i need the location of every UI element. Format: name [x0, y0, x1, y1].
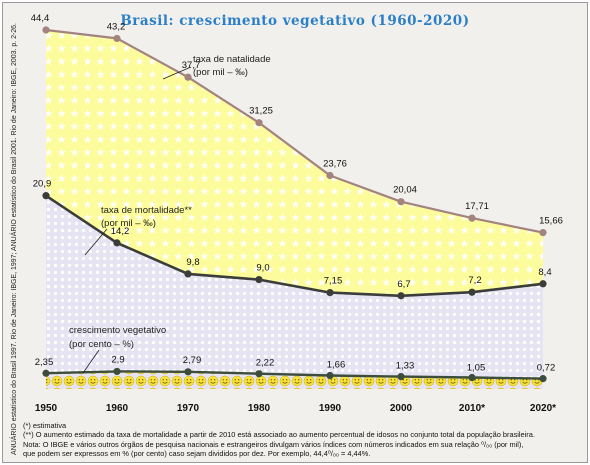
- data-label-series-2-6: 1,05: [467, 363, 486, 374]
- leader-crescimento: [82, 349, 100, 374]
- point-series-1-4: [326, 288, 334, 297]
- x-tick-6: 2010*: [459, 403, 485, 414]
- point-series-1-5: [397, 292, 405, 300]
- point-series-0-0: [42, 26, 50, 34]
- footnote-nota-1: Nota: O IBGE e vários outros órgãos de p…: [23, 439, 524, 449]
- data-label-series-1-6: 7,2: [468, 275, 481, 286]
- line-series-2: [45, 370, 544, 380]
- leader-mortalidade: [84, 228, 108, 256]
- x-tick-5: 2000: [390, 403, 413, 414]
- point-series-2-7: [539, 375, 547, 383]
- series-unit-natalidade: (por mil – ‰): [193, 67, 248, 78]
- footnote-mortalidade: (**) O aumento estimado da taxa de morta…: [23, 430, 535, 440]
- data-label-series-0-0: 44,4: [31, 13, 50, 24]
- x-tick-4: 1990: [319, 403, 342, 414]
- point-series-0-4: [326, 171, 334, 180]
- series-labels: taxa de natalidade (por mil – ‰) taxa de…: [69, 54, 271, 350]
- point-series-2-2: [184, 368, 192, 376]
- data-label-series-2-7: 0,72: [537, 363, 556, 374]
- data-label-series-1-5: 6,7: [397, 279, 410, 290]
- point-series-1-3: [255, 275, 263, 284]
- data-label-series-2-5: 1,33: [396, 361, 415, 372]
- point-series-1-1: [113, 239, 121, 247]
- series-label-crescimento: crescimento vegetativo: [69, 325, 166, 336]
- series-unit-mortalidade: (por mil – ‰): [101, 218, 156, 229]
- chart: Brasil: crescimento vegetativo (1960-202…: [31, 13, 563, 414]
- point-series-0-1: [113, 34, 121, 43]
- point-series-2-3: [255, 370, 263, 378]
- point-series-0-3: [255, 119, 263, 127]
- x-tick-0: 1950: [35, 403, 58, 414]
- point-series-0-2: [184, 73, 192, 81]
- chart-series-lines: [45, 28, 544, 380]
- point-series-1-2: [184, 270, 192, 278]
- series-unit-crescimento: (por cento – %): [69, 339, 134, 350]
- series-label-natalidade: taxa de natalidade: [193, 54, 271, 65]
- data-label-series-2-4: 1,66: [327, 360, 346, 371]
- point-series-0-5: [397, 198, 405, 206]
- line-series-1: [45, 194, 544, 298]
- data-label-series-2-0: 2,35: [35, 357, 54, 368]
- point-series-1-0: [42, 192, 50, 200]
- point-series-2-5: [397, 373, 405, 381]
- x-tick-2: 1970: [177, 403, 200, 414]
- series-label-mortalidade: taxa de mortalidade**: [101, 205, 192, 216]
- data-label-series-1-0: 20,9: [33, 179, 52, 190]
- line-series-0: [45, 28, 544, 234]
- leader-natalidade: [162, 66, 192, 80]
- data-label-series-1-1: 14,2: [111, 226, 130, 237]
- data-label-series-0-6: 17,71: [465, 201, 489, 212]
- source-text: ANUÁRIO estatístico do Brasil 1997. Rio …: [9, 23, 18, 455]
- series-leader-lines: [82, 66, 192, 374]
- x-tick-7: 2020*: [530, 403, 556, 414]
- data-label-series-0-4: 23,76: [323, 158, 347, 169]
- area-crescimento: [46, 371, 543, 389]
- data-label-series-0-3: 31,25: [249, 106, 273, 117]
- x-tick-3: 1980: [248, 403, 271, 414]
- point-series-1-7: [539, 280, 547, 288]
- footnote-estimativa: (*) estimativa: [23, 421, 67, 430]
- point-series-0-7: [539, 228, 547, 237]
- area-natalidade: [46, 30, 543, 296]
- point-series-0-6: [468, 214, 476, 222]
- data-label-series-1-7: 8,4: [538, 267, 551, 278]
- chart-title: Brasil: crescimento vegetativo (1960-202…: [120, 13, 469, 29]
- point-series-2-6: [468, 373, 476, 382]
- point-series-2-4: [326, 371, 334, 380]
- data-label-series-0-7: 15,66: [539, 216, 563, 227]
- data-label-series-2-2: 2,79: [183, 355, 202, 366]
- source-vertical-text: ANUÁRIO estatístico do Brasil 1997. Rio …: [9, 23, 18, 455]
- data-label-series-1-4: 7,15: [324, 276, 343, 287]
- point-series-2-1: [113, 367, 121, 376]
- point-series-2-0: [42, 369, 50, 377]
- x-axis-ticks: 1950 1960 1970 1980 1990 2000 2010* 2020*: [35, 403, 556, 414]
- point-series-1-6: [468, 288, 476, 296]
- footnote-nota-2: que podem ser expressos em % (por cento)…: [23, 448, 371, 458]
- chart-points: [42, 26, 547, 383]
- data-label-series-1-2: 9,8: [186, 257, 199, 268]
- chart-data-labels: 44,4 43,2 37,7 31,25 23,76 20,04 17,71 15,66 20,…: [31, 13, 563, 374]
- data-label-series-1-3: 9,0: [256, 263, 269, 274]
- data-label-series-0-1: 43,2: [107, 21, 126, 32]
- x-tick-1: 1960: [106, 403, 129, 414]
- data-label-series-2-1: 2,9: [111, 354, 124, 365]
- data-label-series-2-3: 2,22: [256, 358, 275, 369]
- data-label-series-0-2: 37,7: [182, 60, 201, 71]
- footnotes: (*) estimativa (**) O aumento estimado d…: [23, 421, 585, 458]
- data-label-series-0-5: 20,04: [393, 185, 417, 196]
